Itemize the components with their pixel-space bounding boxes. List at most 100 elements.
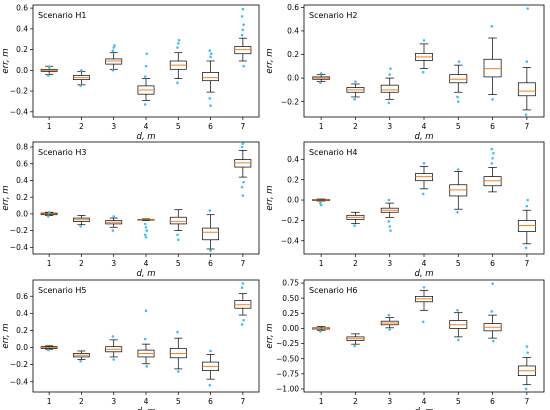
flier-point <box>144 309 148 313</box>
x-tick-label: 5 <box>456 259 461 268</box>
flier-point <box>387 101 391 105</box>
flier-point <box>242 318 245 322</box>
flier-point <box>176 238 180 242</box>
flier-point <box>210 52 213 56</box>
y-tick-label: 0.2 <box>16 326 28 335</box>
flier-point <box>176 370 180 373</box>
flier-point <box>242 180 245 184</box>
flier-point <box>241 194 245 197</box>
x-tick-label: 7 <box>240 397 245 406</box>
box-body <box>415 173 433 182</box>
box-2 <box>73 69 90 88</box>
x-tick-label: 3 <box>111 259 116 268</box>
flier-point <box>79 84 82 88</box>
box-3 <box>380 313 399 331</box>
box-4 <box>137 309 155 368</box>
x-axis-label: d, m <box>414 132 433 142</box>
panel-title: Scenario H1 <box>38 11 86 20</box>
box-2 <box>73 215 90 228</box>
flier-point <box>111 335 115 338</box>
box-7 <box>234 142 252 197</box>
flier-point <box>456 95 459 99</box>
x-tick-label: 1 <box>319 122 324 131</box>
flier-point <box>389 67 392 70</box>
box-1 <box>312 198 331 207</box>
flier-point <box>388 73 392 76</box>
x-tick-label: 3 <box>111 397 116 406</box>
flier-point <box>422 39 426 42</box>
flier-point <box>524 246 528 250</box>
panel-title: Scenario H6 <box>309 286 357 295</box>
flier-point <box>319 72 323 75</box>
flier-point <box>242 64 245 68</box>
flier-point <box>145 52 149 56</box>
box-5 <box>169 330 187 373</box>
flier-point <box>525 60 529 63</box>
box-4 <box>137 218 155 239</box>
box-3 <box>105 44 123 72</box>
x-tick-label: 7 <box>240 122 245 131</box>
flier-point <box>47 210 51 214</box>
flier-point <box>456 168 460 171</box>
x-tick-label: 4 <box>144 259 149 268</box>
x-axis-label: d, m <box>414 407 433 410</box>
flier-point <box>353 98 356 101</box>
box-6 <box>202 49 219 107</box>
y-tick-label: −0.4 <box>281 236 299 245</box>
box-4 <box>415 162 433 196</box>
y-tick-label: 0.4 <box>287 27 299 36</box>
y-tick-label: −1.00 <box>276 385 299 394</box>
x-tick-label: 2 <box>79 397 84 406</box>
flier-point <box>490 162 494 165</box>
panel-title: Scenario H4 <box>309 148 357 157</box>
x-tick-label: 3 <box>387 122 392 131</box>
flier-point <box>525 345 529 348</box>
box-2 <box>73 350 90 363</box>
flier-point <box>112 46 116 49</box>
box-3 <box>105 215 123 232</box>
x-tick-label: 6 <box>208 122 213 131</box>
flier-point <box>209 104 212 107</box>
box-2 <box>346 333 365 348</box>
flier-point <box>456 338 460 342</box>
flier-point <box>241 282 245 285</box>
flier-point <box>240 185 244 189</box>
y-tick-label: 0.0 <box>287 196 299 205</box>
y-axis-label: err, m <box>265 185 275 210</box>
flier-point <box>176 42 180 45</box>
box-1 <box>312 72 331 85</box>
flier-point <box>240 323 244 326</box>
box-body <box>105 58 123 65</box>
flier-point <box>111 69 115 72</box>
y-tick-label: −0.75 <box>276 369 299 378</box>
flier-point <box>353 344 356 348</box>
x-axis-label: d, m <box>414 269 433 279</box>
box-4 <box>137 52 155 106</box>
flier-point <box>208 97 212 100</box>
box-body <box>202 72 219 82</box>
box-6 <box>483 147 502 193</box>
flier-point <box>319 81 322 85</box>
box-5 <box>449 60 468 103</box>
x-tick-label: 2 <box>353 259 358 268</box>
panel-2: −0.2 0.0 0.2 0.4 0.6 1 2 3 4 5 6 7 Scenario H2 d, m er… <box>265 3 545 142</box>
flier-point <box>524 113 528 116</box>
y-axis-label: err, m <box>1 48 11 73</box>
flier-point <box>421 70 425 74</box>
y-tick-label: 0.4 <box>16 176 28 185</box>
flier-point <box>143 222 147 226</box>
y-tick-label: 0.2 <box>287 175 299 184</box>
x-tick-label: 1 <box>47 397 52 406</box>
flier-point <box>319 330 322 333</box>
flier-point <box>389 229 392 232</box>
flier-point <box>241 142 245 145</box>
x-tick-label: 2 <box>79 122 84 131</box>
box-6 <box>483 24 502 101</box>
flier-point <box>241 7 245 11</box>
x-tick-label: 3 <box>111 122 116 131</box>
flier-point <box>113 44 116 47</box>
flier-point <box>491 98 494 101</box>
x-tick-label: 2 <box>353 397 358 406</box>
box-5 <box>449 308 468 342</box>
flier-point <box>387 313 391 317</box>
